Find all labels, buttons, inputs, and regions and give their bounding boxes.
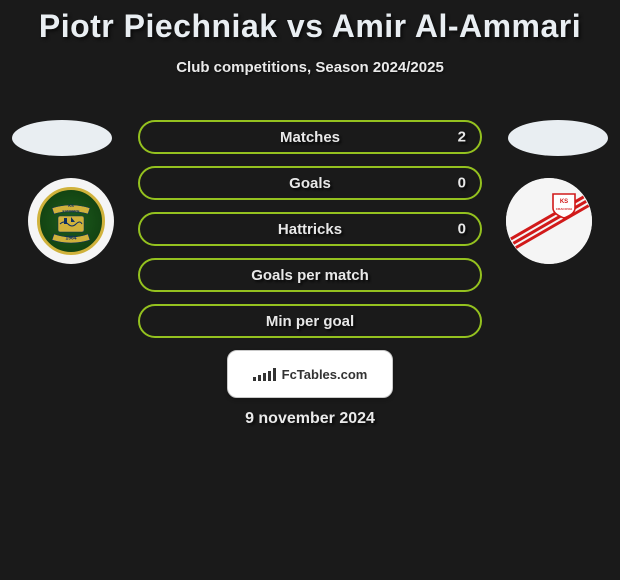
player-photo-left <box>12 120 112 156</box>
stat-row-goals-per-match: Goals per match <box>138 258 482 292</box>
stat-right-value: 0 <box>458 175 466 192</box>
gks-katowice-icon: KS KATOWICE 1964 <box>37 187 105 255</box>
brand-text: FcTables.com <box>282 367 368 382</box>
date-line: 9 november 2024 <box>0 410 620 428</box>
stat-row-matches: Matches 2 <box>138 120 482 154</box>
stat-right-value: 2 <box>458 129 466 146</box>
comparison-card: Piotr Piechniak vs Amir Al-Ammari Club c… <box>0 0 620 580</box>
page-subtitle: Club competitions, Season 2024/2025 <box>0 59 620 76</box>
badge-left-year: 1964 <box>65 236 76 242</box>
svg-text:CRACOVIA: CRACOVIA <box>556 207 573 211</box>
stat-label: Hattricks <box>278 221 342 238</box>
stats-list: Matches 2 Goals 0 Hattricks 0 Goals per … <box>138 120 482 350</box>
badge-left-top-text: KATOWICE <box>62 210 79 214</box>
stat-right-value: 0 <box>458 221 466 238</box>
stat-row-goals: Goals 0 <box>138 166 482 200</box>
brand-bars-icon <box>253 368 276 381</box>
player-photo-right <box>508 120 608 156</box>
stat-label: Matches <box>280 129 340 146</box>
cracovia-icon: KS CRACOVIA <box>506 178 592 264</box>
club-badge-right: KS CRACOVIA <box>506 178 592 264</box>
stat-row-hattricks: Hattricks 0 <box>138 212 482 246</box>
stat-row-min-per-goal: Min per goal <box>138 304 482 338</box>
club-badge-left: KS KATOWICE 1964 <box>28 178 114 264</box>
svg-text:KS: KS <box>68 203 74 208</box>
brand-box: FcTables.com <box>227 350 393 398</box>
stat-label: Min per goal <box>266 313 354 330</box>
svg-text:KS: KS <box>560 199 568 205</box>
stat-label: Goals <box>289 175 331 192</box>
stat-label: Goals per match <box>251 267 369 284</box>
page-title: Piotr Piechniak vs Amir Al-Ammari <box>0 0 620 45</box>
